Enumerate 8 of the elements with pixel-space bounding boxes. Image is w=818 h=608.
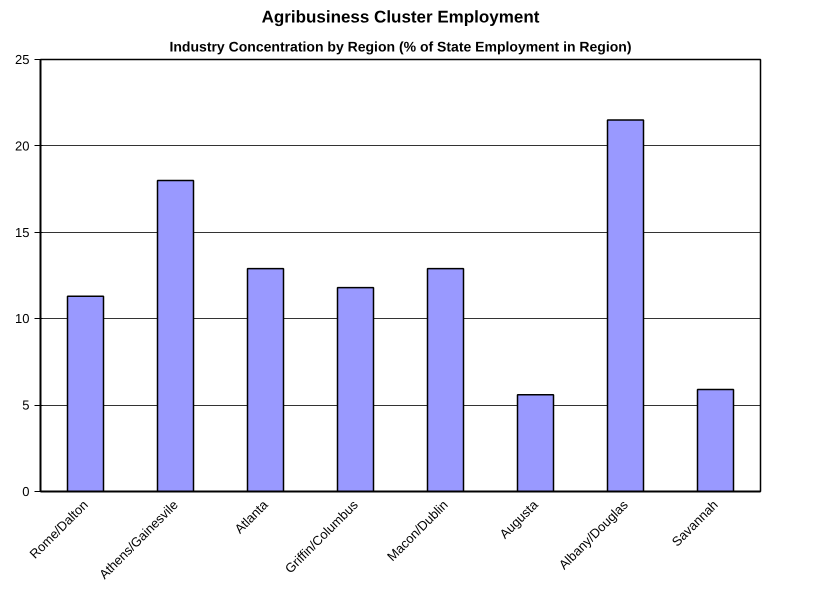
- y-tick-label: 5: [22, 398, 30, 413]
- y-tick-label: 20: [15, 138, 30, 154]
- chart-title: Agribusiness Cluster Employment: [262, 8, 540, 26]
- y-tick-label: 25: [15, 52, 30, 67]
- chart-subtitle: Industry Concentration by Region (% of State Employment in Region): [169, 38, 632, 54]
- y-tick-label: 15: [15, 224, 30, 240]
- y-tick-label: 10: [15, 311, 30, 326]
- y-tick-label: 0: [22, 484, 30, 499]
